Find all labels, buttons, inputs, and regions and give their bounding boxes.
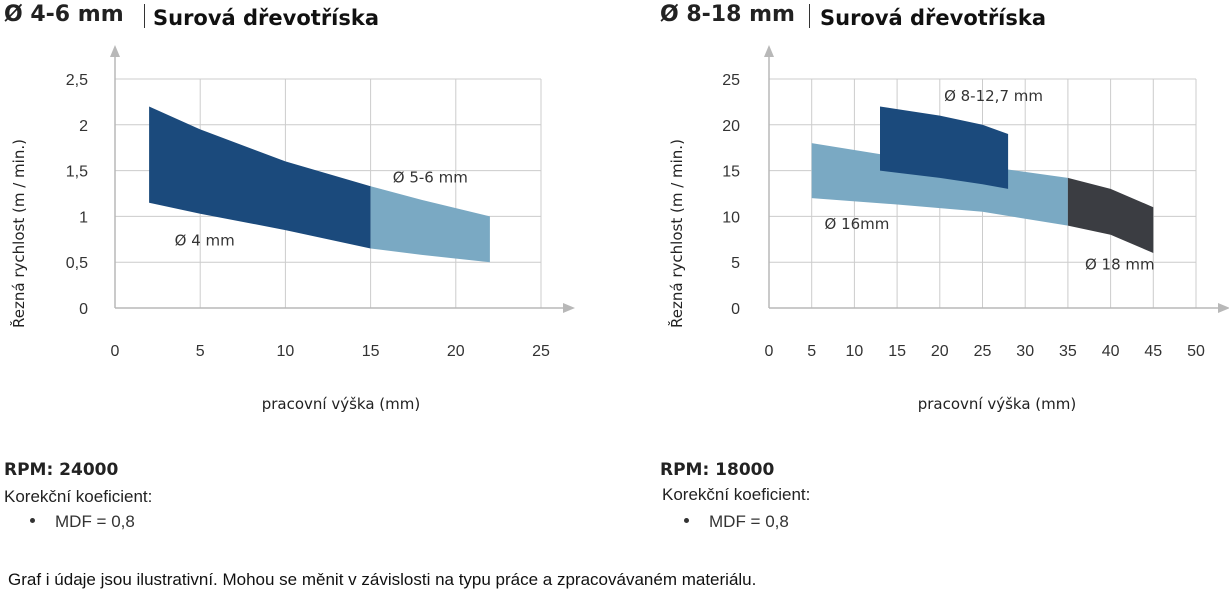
- right-x-tick-label: 50: [1187, 343, 1205, 360]
- right-x-tick-label: 40: [1102, 343, 1120, 360]
- right-diameter-title: Ø 8-18 mm: [660, 2, 795, 27]
- right-x-axis-arrow: [1218, 303, 1229, 313]
- left-diameter-title: Ø 4-6 mm: [4, 2, 124, 27]
- right-series-area-2: [880, 106, 1009, 189]
- right-x-axis-label: pracovní výška (mm): [918, 395, 1077, 413]
- right-series-label-2: Ø 8-12,7 mm: [944, 87, 1043, 105]
- right-coef-item-text: MDF = 0,8: [709, 512, 789, 531]
- bullet-dot: [30, 518, 35, 524]
- right-rpm: RPM: 18000: [660, 460, 775, 480]
- left-coef-item: MDF = 0,8: [30, 512, 135, 532]
- left-x-tick-label: 20: [447, 343, 465, 360]
- right-series-label-1: Ø 18 mm: [1085, 256, 1155, 274]
- right-x-tick-label: 30: [1016, 343, 1034, 360]
- left-y-tick-label: 2,5: [66, 72, 88, 89]
- left-x-tick-label: 5: [196, 343, 205, 360]
- left-y-tick-label: 0,5: [66, 255, 88, 272]
- right-y-tick-label: 25: [722, 72, 740, 89]
- left-series-label-0: Ø 4 mm: [175, 232, 235, 250]
- right-coef-item: MDF = 0,8: [684, 512, 789, 532]
- right-y-axis-label: Řezná rychlost (m / min.): [667, 139, 686, 328]
- left-series-area-1: [370, 186, 490, 263]
- right-y-axis-arrow: [764, 45, 774, 57]
- left-y-axis-label: Řezná rychlost (m / min.): [9, 139, 28, 328]
- right-material-title: Surová dřevotříska: [820, 6, 1047, 30]
- right-series-area-1: [1067, 177, 1154, 253]
- charts-canvas: 0 5 10 15 20 25 0 0,5 1 1,5 2 2,5 pracovní výška (mm…: [9, 45, 1229, 413]
- left-x-axis-arrow: [563, 303, 575, 313]
- right-x-tick-label: 0: [765, 343, 774, 360]
- right-x-tick-label: 10: [846, 343, 864, 360]
- left-y-tick-label: 1: [79, 209, 88, 226]
- left-material-title: Surová dřevotříska: [153, 6, 380, 30]
- right-y-tick-label: 20: [722, 118, 740, 135]
- right-y-tick-label: 15: [722, 164, 740, 181]
- right-coef-label: Korekční koeficient:: [662, 485, 811, 504]
- left-chart: 0 5 10 15 20 25 0 0,5 1 1,5 2 2,5 pracovní výška (mm…: [9, 45, 575, 413]
- left-x-tick-label: 0: [111, 343, 120, 360]
- left-rpm: RPM: 24000: [4, 460, 119, 480]
- left-coef-label: Korekční koeficient:: [4, 487, 153, 506]
- left-x-tick-label: 10: [277, 343, 295, 360]
- left-series-label-1: Ø 5-6 mm: [393, 169, 468, 187]
- right-x-tick-label: 20: [931, 343, 949, 360]
- left-title-divider: [144, 4, 145, 28]
- right-x-tick-label: 5: [807, 343, 816, 360]
- bullet-dot: [684, 518, 689, 524]
- left-x-axis-label: pracovní výška (mm): [262, 395, 421, 413]
- left-x-tick-label: 25: [532, 343, 550, 360]
- right-series-area-0: [811, 143, 1068, 226]
- right-y-tick-label: 5: [731, 255, 740, 272]
- footnote: Graf i údaje jsou ilustrativní. Mohou se…: [8, 570, 757, 589]
- right-y-tick-label: 0: [731, 301, 740, 318]
- left-y-tick-label: 2: [79, 118, 88, 135]
- right-y-tick-label: 10: [722, 209, 740, 226]
- right-x-tick-label: 25: [974, 343, 992, 360]
- left-x-tick-label: 15: [362, 343, 380, 360]
- left-y-axis-arrow: [110, 45, 120, 57]
- right-x-tick-label: 15: [888, 343, 906, 360]
- right-chart: 0 5 10 15 20 25 30 35 40 45 50 0 5 10 15 20 25 pracovní v…: [667, 45, 1229, 413]
- right-title-divider: [809, 4, 810, 28]
- left-y-tick-label: 1,5: [66, 164, 88, 181]
- left-y-tick-label: 0: [79, 301, 88, 318]
- left-coef-item-text: MDF = 0,8: [55, 512, 135, 531]
- left-series-area-0: [149, 106, 371, 249]
- right-x-tick-label: 45: [1144, 343, 1162, 360]
- right-series-label-0: Ø 16mm: [825, 215, 890, 233]
- right-x-tick-label: 35: [1059, 343, 1077, 360]
